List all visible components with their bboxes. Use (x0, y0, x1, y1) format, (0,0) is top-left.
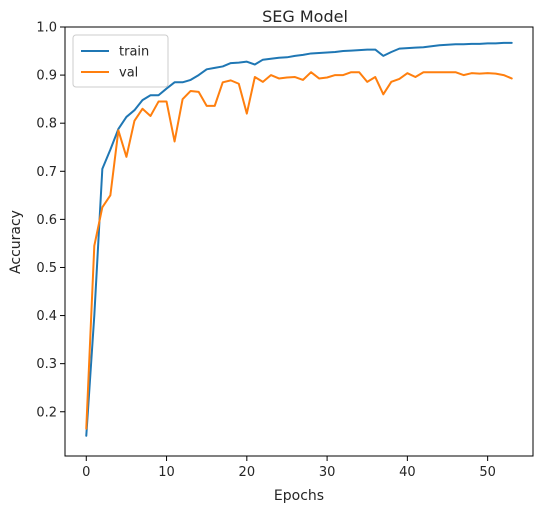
x-tick-label: 0 (82, 465, 90, 480)
legend-label-val: val (119, 66, 138, 81)
x-tick-label: 40 (399, 465, 416, 480)
x-tick-label: 20 (239, 465, 256, 480)
y-tick-label: 0.5 (36, 261, 57, 276)
y-tick-label: 0.9 (36, 69, 57, 84)
y-tick-label: 1.0 (36, 21, 57, 36)
chart-title: SEG Model (262, 7, 348, 26)
axis-ticks: 0 10 20 30 40 50 0.2 0.3 0.4 0.5 0.6 0.7 0.8 0.9 1.0 (36, 21, 496, 481)
series-line-val (85, 71, 513, 430)
x-tick-label: 30 (319, 465, 336, 480)
legend: train val (72, 34, 169, 88)
y-tick-label: 0.8 (36, 117, 57, 132)
x-tick-label: 50 (479, 465, 496, 480)
x-axis-title: Epochs (274, 488, 324, 504)
y-tick-label: 0.3 (36, 357, 57, 372)
y-tick-label: 0.4 (36, 309, 57, 324)
legend-box (72, 34, 169, 88)
y-axis-title: Accuracy (8, 210, 24, 274)
y-tick-label: 0.2 (36, 405, 57, 420)
series-line-train (85, 41, 513, 437)
plot-frame (64, 26, 534, 457)
y-tick-label: 0.6 (36, 213, 57, 228)
y-tick-label: 0.7 (36, 165, 57, 180)
plot-area (85, 41, 513, 437)
legend-label-train: train (119, 45, 149, 60)
x-tick-label: 10 (158, 465, 175, 480)
